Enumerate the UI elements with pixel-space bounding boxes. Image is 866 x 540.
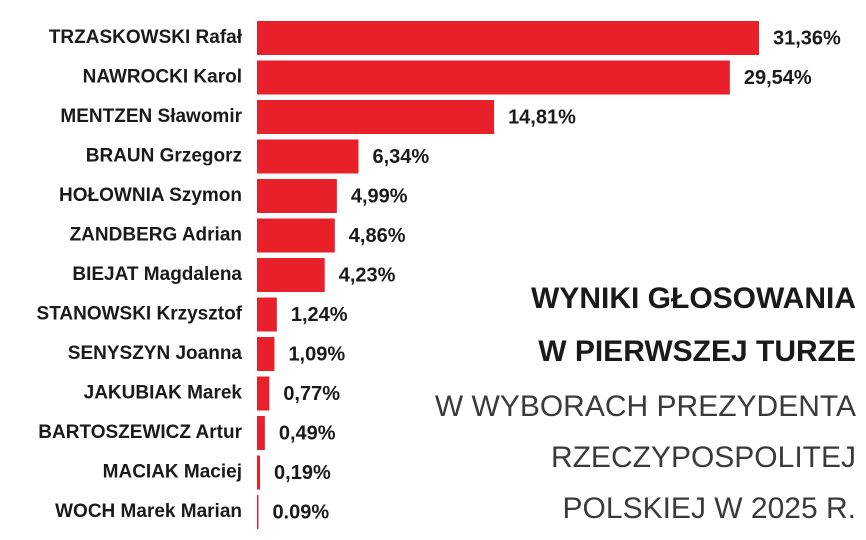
category-label: TRZASKOWSKI Rafał (49, 27, 243, 48)
category-label: MACIAK Maciej (103, 462, 242, 483)
bar (257, 337, 275, 371)
category-label: BRAUN Grzegorz (86, 146, 242, 167)
bar (257, 139, 359, 174)
value-label: 31,36% (773, 27, 841, 49)
category-label: MENTZEN Sławomir (60, 106, 242, 127)
value-label: 0,49% (279, 422, 336, 444)
chart-subtitle: POLSKIEJ W 2025 R. (563, 492, 856, 525)
category-label: STANOWSKI Krzysztof (37, 304, 243, 325)
bar (257, 179, 337, 213)
value-label: 0,77% (283, 383, 340, 405)
category-label: NAWROCKI Karol (83, 67, 242, 88)
chart-subtitle: W WYBORACH PREZYDENTA (435, 390, 856, 423)
value-label: 0,19% (274, 462, 331, 484)
chart-subtitle: RZECZYPOSPOLITEJ (551, 441, 856, 474)
value-label: 0.09% (272, 501, 329, 523)
value-label: 29,54% (744, 67, 812, 89)
bar (257, 258, 325, 292)
category-label: HOŁOWNIA Szymon (59, 185, 242, 206)
chart-title: WYNIKI GŁOSOWANIA (531, 282, 856, 315)
bar (257, 495, 259, 529)
category-label: BIEJAT Magdalena (72, 264, 242, 285)
value-label: 14,81% (508, 106, 576, 128)
chart-title: W PIERWSZEJ TURZE (538, 335, 856, 368)
category-label: BARTOSZEWICZ Artur (38, 422, 242, 443)
value-label: 1,09% (288, 343, 345, 365)
bar (257, 60, 730, 95)
bar (257, 455, 261, 490)
category-label: ZANDBERG Adrian (70, 225, 242, 246)
value-label: 4,86% (349, 225, 406, 247)
bar (257, 100, 495, 134)
category-label: JAKUBIAK Marek (84, 383, 243, 404)
value-label: 6,34% (372, 146, 429, 168)
bar (257, 297, 277, 332)
bar (257, 416, 265, 450)
bar (257, 21, 759, 55)
value-label: 1,24% (291, 304, 348, 326)
bar (257, 376, 270, 411)
category-label: WOCH Marek Marian (55, 501, 242, 522)
value-label: 4,99% (351, 185, 408, 207)
category-label: SENYSZYN Joanna (68, 343, 243, 364)
bar (257, 218, 335, 253)
value-label: 4,23% (339, 264, 396, 286)
